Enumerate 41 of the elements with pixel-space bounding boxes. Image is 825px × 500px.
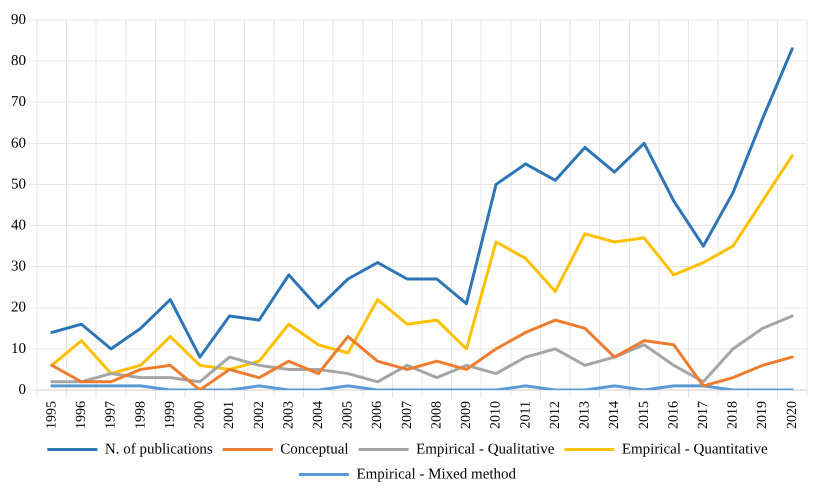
x-tick-label: 2000: [192, 401, 208, 429]
y-tick-label: 40: [11, 217, 26, 234]
x-tick-label: 2016: [666, 401, 682, 429]
x-tick-label: 2020: [784, 401, 800, 429]
x-tick-label: 1995: [44, 401, 60, 429]
x-tick-label: 2018: [726, 401, 741, 429]
legend-label: Empirical - Quantitative: [622, 441, 768, 458]
legend-label: Empirical - Qualitative: [416, 441, 555, 458]
y-tick-label: 80: [11, 53, 26, 70]
x-tick-label: 1996: [74, 401, 90, 429]
x-tick-label: 2002: [252, 401, 267, 429]
x-tick-label: 2005: [340, 401, 356, 429]
x-tick-label: 2010: [488, 401, 504, 429]
x-tick-label: 2013: [578, 401, 593, 429]
x-tick-label: 2015: [636, 401, 652, 429]
x-tick-label: 2009: [459, 401, 474, 429]
x-tick-label: 2007: [400, 401, 415, 429]
y-tick-label: 30: [11, 258, 26, 275]
y-tick-label: 10: [11, 340, 26, 357]
y-tick-label: 50: [11, 176, 26, 192]
x-tick-label: 2012: [548, 401, 563, 429]
x-tick-label: 1998: [133, 401, 148, 429]
y-tick-label: 0: [18, 382, 26, 398]
legend-label: N. of publications: [104, 441, 213, 458]
x-tick-label: 2006: [370, 401, 386, 429]
legend-label: Empirical - Mixed method: [356, 466, 517, 482]
y-tick-label: 20: [11, 300, 26, 316]
x-tick-label: 2017: [696, 401, 712, 429]
x-tick-label: 2019: [755, 401, 770, 429]
x-tick-label: 2014: [607, 401, 622, 429]
y-tick-label: 90: [11, 12, 26, 28]
x-tick-label: 2011: [518, 401, 534, 428]
y-tick-label: 60: [11, 135, 26, 152]
x-tick-label: 1999: [162, 401, 178, 429]
x-tick-label: 2001: [222, 401, 238, 429]
x-tick-label: 1997: [104, 401, 119, 429]
x-tick-label: 2008: [429, 401, 444, 429]
x-tick-label: 2003: [281, 401, 296, 429]
x-tick-label: 2004: [311, 401, 326, 429]
y-tick-label: 70: [11, 94, 26, 110]
legend-label: Conceptual: [280, 441, 349, 458]
